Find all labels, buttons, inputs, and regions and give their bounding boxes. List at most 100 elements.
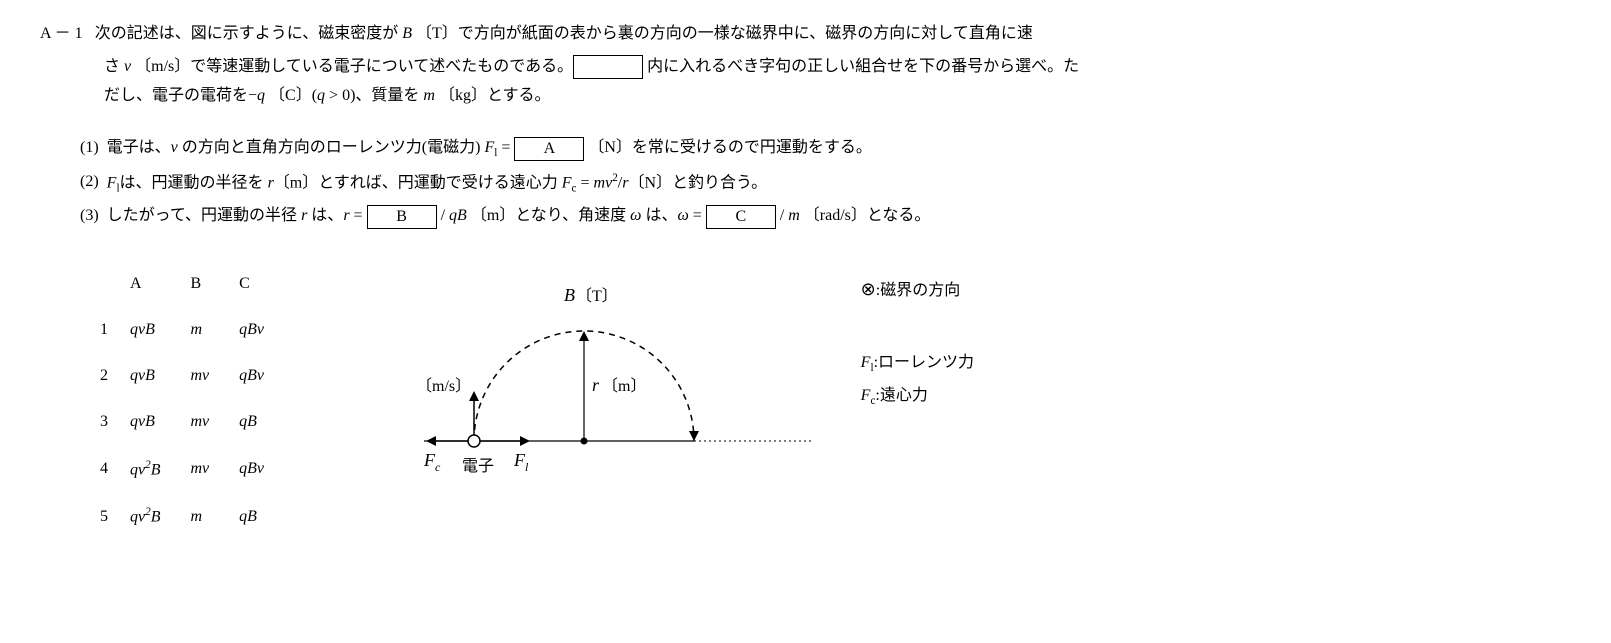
s3-num: (3) xyxy=(80,202,99,231)
indent-2d: 〔kg〕とする。 xyxy=(435,87,551,104)
s3-text: したがって、円運動の半径 r は、r = B / qB 〔m〕となり、角速度 ω… xyxy=(107,202,1571,231)
Fl-label: Fl xyxy=(513,450,529,474)
v-unit: 〔m/s〕 xyxy=(416,377,471,395)
s2-t2: 〔m〕とすれば、円運動で受ける遠心力 xyxy=(274,174,562,191)
Fc-label: Fc xyxy=(423,450,441,474)
indent-1c: 内に入れるべき字句の正しい組合せを下の番号から選べ。た xyxy=(643,58,1079,75)
electron-label: 電子 xyxy=(462,457,494,475)
diagram: B 〔T〕 v 〔m/s〕 r 〔m〕 Fc Fl 電子 ⊗:磁界の方向 Fl:… xyxy=(414,261,974,541)
indent-q: q xyxy=(257,87,265,104)
s2-eq: = xyxy=(577,174,594,191)
statement-3: (3) したがって、円運動の半径 r は、r = B / qB 〔m〕となり、角… xyxy=(80,202,1571,231)
intro-text-1: 次の記述は、図に示すように、磁束密度が xyxy=(95,25,403,42)
field-symbol: ⊗ xyxy=(861,279,876,299)
row-num-2: 2 xyxy=(100,354,130,400)
indent-1b: 〔m/s〕で等速運動している電子について述べたものである。 xyxy=(131,58,573,75)
row-num-3: 3 xyxy=(100,400,130,446)
s2-t1: は、円運動の半径を xyxy=(120,174,268,191)
intro-text-1b: 〔T〕で方向が紙面の表から裏の方向の一様な磁界中に、磁界の方向に対して直角に速 xyxy=(412,25,1033,42)
r5-C: qB xyxy=(239,493,294,541)
r1-C: qBv xyxy=(239,307,294,353)
indent-2b: 〔C〕( xyxy=(265,87,317,104)
s2-F: F xyxy=(107,174,117,191)
indent-q2: q xyxy=(317,87,325,104)
legend-fl: Fl:ローレンツ力 xyxy=(861,347,974,380)
s3-t2: は、 xyxy=(307,207,343,224)
r5-B: m xyxy=(190,493,239,541)
s1-t3: 〔N〕を常に受けるので円運動をする。 xyxy=(584,139,872,156)
s3-omega: ω xyxy=(630,207,641,224)
row-num-5: 5 xyxy=(100,493,130,541)
choice-row-5: 5 qv2B m qB xyxy=(100,493,294,541)
s1-eq: = xyxy=(497,139,514,156)
r-arrow-head-down xyxy=(689,431,699,441)
r1-B: m xyxy=(190,307,239,353)
electron-circle xyxy=(468,435,480,447)
s2-t3: 〔N〕と釣り合う。 xyxy=(628,174,767,191)
legend-fc-text: :遠心力 xyxy=(875,387,927,404)
s3-t5: 〔rad/s〕となる。 xyxy=(800,207,931,224)
indent-m: m xyxy=(423,87,435,104)
r-unit: 〔m〕 xyxy=(602,377,646,395)
r-arrow-head-up xyxy=(579,331,589,341)
statements: (1) 電子は、v の方向と直角方向のローレンツ力(電磁力) Fl = A 〔N… xyxy=(80,134,1571,231)
legend-fl-text: :ローレンツ力 xyxy=(874,354,974,371)
row-num-1: 1 xyxy=(100,307,130,353)
header-B: B xyxy=(190,261,239,307)
r2-A: qvB xyxy=(130,354,190,400)
r3-A: qvB xyxy=(130,400,190,446)
s2-Fc: F xyxy=(562,174,572,191)
blank-box xyxy=(573,55,643,79)
legend-fc: Fc:遠心力 xyxy=(861,380,974,413)
s3-qB: qB xyxy=(449,207,467,224)
field-label: :磁界の方向 xyxy=(876,282,960,299)
r3-C: qB xyxy=(239,400,294,446)
r1-A: qvB xyxy=(130,307,190,353)
r4-A: qv2B xyxy=(130,446,190,494)
question-header: A － 1 次の記述は、図に示すように、磁束密度が B 〔T〕で方向が紙面の表か… xyxy=(40,20,1571,49)
s3-m: m xyxy=(788,207,800,224)
s3-t4: は、 xyxy=(641,207,677,224)
question-number: A － 1 xyxy=(40,20,83,49)
B-unit: 〔T〕 xyxy=(576,287,618,305)
s2-num: (2) xyxy=(80,168,99,199)
s3-slash: / xyxy=(437,207,449,224)
r-label: r xyxy=(592,375,600,395)
r3-B: mv xyxy=(190,400,239,446)
fl-arrow-head xyxy=(520,436,530,446)
s3-eq2: = xyxy=(689,207,706,224)
s1-v: v xyxy=(171,139,178,156)
intro-B: B xyxy=(402,25,412,42)
s1-text: 電子は、v の方向と直角方向のローレンツ力(電磁力) Fl = A 〔N〕を常に… xyxy=(107,134,1571,163)
choices-header-row: A B C xyxy=(100,261,294,307)
statement-2: (2) Flは、円運動の半径を r〔m〕とすれば、円運動で受ける遠心力 Fc =… xyxy=(80,168,1571,199)
legend-fc-F: F xyxy=(861,387,871,404)
intro-indent: さ v 〔m/s〕で等速運動している電子について述べたものである。 内に入れるべ… xyxy=(104,53,1571,111)
diagram-svg: B 〔T〕 v 〔m/s〕 r 〔m〕 Fc Fl 電子 xyxy=(414,261,834,521)
r4-B: mv xyxy=(190,446,239,494)
r2-C: qBv xyxy=(239,354,294,400)
s1-t1: 電子は、 xyxy=(107,139,171,156)
s3-eq: = xyxy=(350,207,367,224)
fc-arrow-head xyxy=(426,436,436,446)
choice-row-3: 3 qvB mv qB xyxy=(100,400,294,446)
header-A: A xyxy=(130,261,190,307)
s2-mv: mv xyxy=(594,174,613,191)
s1-t2: の方向と直角方向のローレンツ力(電磁力) xyxy=(178,139,485,156)
statement-1: (1) 電子は、v の方向と直角方向のローレンツ力(電磁力) Fl = A 〔N… xyxy=(80,134,1571,163)
s1-num: (1) xyxy=(80,134,99,163)
legend-fl-F: F xyxy=(861,354,871,371)
box-C: C xyxy=(706,205,776,229)
r2-B: mv xyxy=(190,354,239,400)
s3-slash2: / xyxy=(776,207,788,224)
B-label: B xyxy=(564,285,575,305)
diagram-legend: ⊗:磁界の方向 Fl:ローレンツ力 Fc:遠心力 xyxy=(861,271,974,412)
choice-row-4: 4 qv2B mv qBv xyxy=(100,446,294,494)
question-intro: 次の記述は、図に示すように、磁束密度が B 〔T〕で方向が紙面の表から裏の方向の… xyxy=(95,20,1571,49)
header-C: C xyxy=(239,261,294,307)
row-num-4: 4 xyxy=(100,446,130,494)
box-A: A xyxy=(514,137,584,161)
legend-field: ⊗:磁界の方向 xyxy=(861,271,974,307)
s3-omega2: ω xyxy=(677,207,688,224)
choice-row-2: 2 qvB mv qBv xyxy=(100,354,294,400)
